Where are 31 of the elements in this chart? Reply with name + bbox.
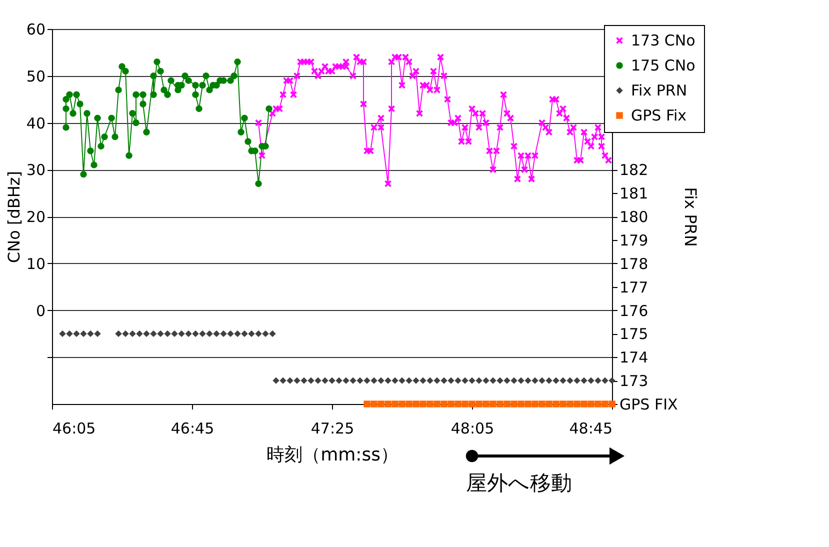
- y-tick-label: 60: [26, 20, 46, 38]
- legend-label: 173 CNo: [631, 32, 696, 50]
- x-tick-label: 48:45: [569, 420, 612, 438]
- y2-tick-label: 177: [620, 278, 648, 296]
- y-tick-label: 30: [26, 161, 46, 180]
- x-tick-label: 48:05: [450, 420, 494, 438]
- y2-tick-label: 182: [620, 161, 648, 180]
- y2-tick-label: 174: [620, 348, 648, 367]
- y-axis-title: CNo [dBHz]: [4, 170, 24, 264]
- y2-tick-label: 181: [620, 184, 648, 203]
- y2-tick-label: 173: [620, 372, 648, 390]
- y2-axis-title: Fix PRN: [680, 187, 700, 247]
- y2-tick-label: 179: [620, 231, 648, 250]
- y-tick-label: 40: [26, 114, 46, 132]
- x-tick-label: 47:25: [310, 420, 354, 438]
- y2-tick-label: 178: [620, 254, 648, 273]
- text: 屋外へ移動: [466, 471, 572, 495]
- y2-tick-label: GPS FIX: [620, 396, 678, 414]
- y-tick-label: 10: [26, 254, 46, 273]
- legend-label: 175 CNo: [631, 56, 696, 74]
- x-axis-title: 時刻（mm:ss）: [266, 444, 398, 466]
- x-tick-label: 46:45: [170, 420, 214, 438]
- x-tick-label: 46:05: [52, 420, 96, 438]
- legend-label: GPS Fix: [631, 106, 687, 124]
- legend-label: Fix PRN: [631, 82, 688, 100]
- y-tick-label: 0: [36, 302, 46, 320]
- y2-tick-label: 176: [620, 302, 648, 320]
- y-tick-label: 20: [26, 208, 46, 226]
- y2-tick-label: 180: [620, 208, 648, 226]
- y2-tick-label: 175: [620, 325, 648, 344]
- y-tick-label: 50: [26, 67, 46, 86]
